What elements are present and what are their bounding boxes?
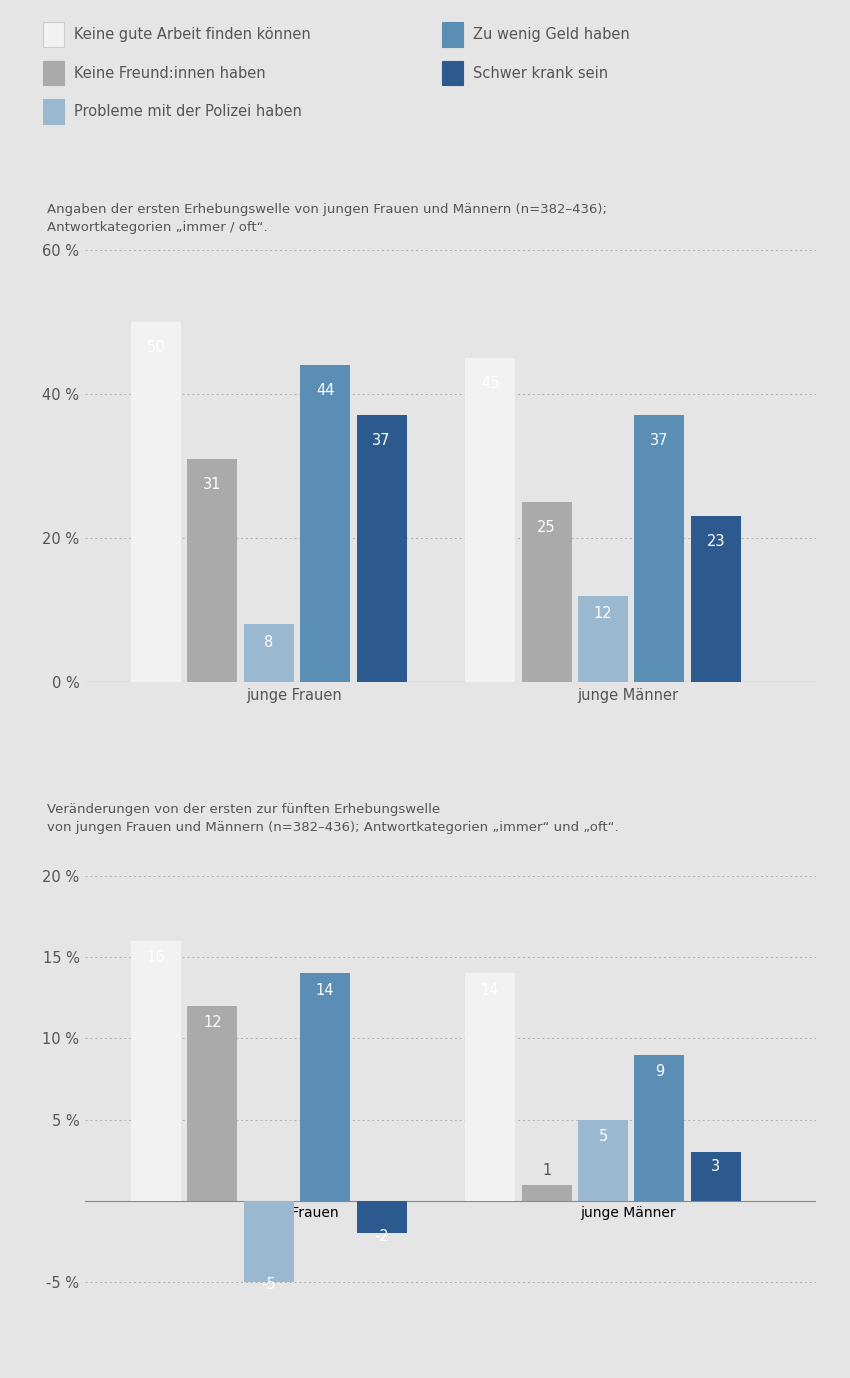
Bar xyxy=(300,973,350,1200)
Text: 9: 9 xyxy=(654,1064,664,1079)
Bar xyxy=(634,1054,684,1200)
Bar xyxy=(465,358,515,682)
Text: 23: 23 xyxy=(706,535,725,550)
Text: 31: 31 xyxy=(203,477,222,492)
Bar xyxy=(578,1119,628,1200)
Text: 8: 8 xyxy=(264,635,274,650)
Bar xyxy=(187,459,237,682)
Text: 25: 25 xyxy=(537,520,556,535)
Bar xyxy=(187,1006,237,1200)
Bar xyxy=(691,517,741,682)
Text: 12: 12 xyxy=(203,1016,222,1031)
Text: Angaben der ersten Erhebungswelle von jungen Frauen und Männern (n=382–436);
Ant: Angaben der ersten Erhebungswelle von ju… xyxy=(47,203,607,233)
Text: Keine Freund:innen haben: Keine Freund:innen haben xyxy=(74,66,265,80)
Text: 44: 44 xyxy=(316,383,334,398)
Bar xyxy=(465,973,515,1200)
Text: -5: -5 xyxy=(262,1277,276,1293)
Text: Schwer krank sein: Schwer krank sein xyxy=(473,66,609,80)
Bar xyxy=(131,321,181,682)
Bar xyxy=(691,1152,741,1200)
Text: 3: 3 xyxy=(711,1159,720,1174)
Bar xyxy=(634,415,684,682)
Text: 14: 14 xyxy=(481,983,500,998)
Bar xyxy=(356,1200,406,1233)
Text: -2: -2 xyxy=(374,1229,389,1243)
Text: 12: 12 xyxy=(593,606,612,621)
Text: 37: 37 xyxy=(650,434,669,448)
Text: 37: 37 xyxy=(372,434,391,448)
Text: Veränderungen von der ersten zur fünften Erhebungswelle
von jungen Frauen und Mä: Veränderungen von der ersten zur fünften… xyxy=(47,803,618,834)
Text: Probleme mit der Polizei haben: Probleme mit der Polizei haben xyxy=(74,105,302,119)
Text: 1: 1 xyxy=(542,1163,551,1178)
Bar xyxy=(356,415,406,682)
Text: 50: 50 xyxy=(147,340,165,354)
Bar xyxy=(300,365,350,682)
Bar xyxy=(522,1185,572,1200)
Text: 5: 5 xyxy=(598,1130,608,1144)
Text: Zu wenig Geld haben: Zu wenig Geld haben xyxy=(473,28,630,41)
Text: 14: 14 xyxy=(316,983,334,998)
Text: 16: 16 xyxy=(147,951,165,966)
Text: Keine gute Arbeit finden können: Keine gute Arbeit finden können xyxy=(74,28,311,41)
Bar xyxy=(578,595,628,682)
Bar xyxy=(522,502,572,682)
Bar xyxy=(131,941,181,1200)
Bar xyxy=(244,1200,294,1282)
Bar xyxy=(244,624,294,682)
Text: 45: 45 xyxy=(481,376,500,391)
